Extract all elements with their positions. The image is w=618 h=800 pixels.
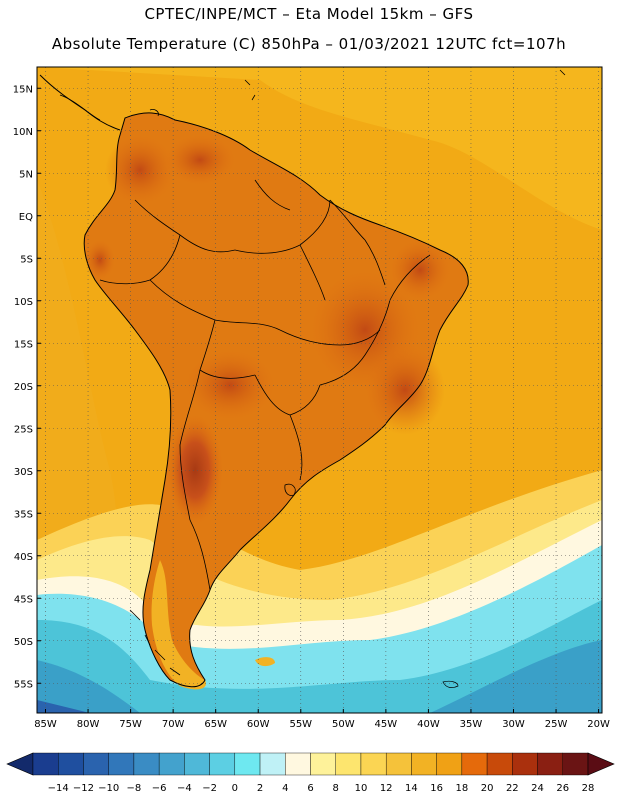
lat-label: 15N xyxy=(13,84,33,95)
lon-label: 70W xyxy=(162,719,185,730)
colorbar-cell xyxy=(58,752,84,776)
colorbar-tick-label: −10 xyxy=(98,783,119,794)
colorbar-tick-label: 26 xyxy=(556,783,569,794)
colorbar-cell xyxy=(310,752,336,776)
colorbar-tick-label: 18 xyxy=(455,783,468,794)
longitude-labels: 85W 80W 75W 70W 65W 60W 55W 50W 45W 40W 35W 30W 25W 2… xyxy=(34,709,610,730)
map-frame xyxy=(36,66,603,714)
colorbar-over-arrow xyxy=(587,752,615,776)
colorbar-cell xyxy=(385,752,412,776)
colorbar-cell xyxy=(158,752,185,776)
colorbar-tick-label: 14 xyxy=(405,783,418,794)
lon-label: 55W xyxy=(289,719,312,730)
lat-label: 20S xyxy=(14,382,33,393)
lat-label: 35S xyxy=(14,509,33,520)
lat-label: 5N xyxy=(19,169,33,180)
latitude-labels: 15N 10N 5N EQ 5S 10S 15S 20S 25S 30S 35S 40S 45S 50S 5… xyxy=(13,84,41,690)
lon-label: 20W xyxy=(587,719,610,730)
colorbar-cell xyxy=(411,752,437,776)
lon-label: 85W xyxy=(34,719,57,730)
colorbar-cell xyxy=(285,752,311,776)
colorbar-tick-label: 20 xyxy=(481,783,494,794)
lon-label: 80W xyxy=(77,719,100,730)
lon-label: 75W xyxy=(119,719,142,730)
lon-label: 40W xyxy=(417,719,440,730)
colorbar-tick-label: 6 xyxy=(307,783,313,794)
colorbar-cell xyxy=(32,752,59,776)
colorbar-cell xyxy=(335,752,362,776)
lat-label: 30S xyxy=(14,467,33,478)
hotspot-argentina xyxy=(167,415,223,525)
colorbar-tick-label: −14 xyxy=(48,783,69,794)
lat-label: EQ xyxy=(19,212,33,223)
lat-label: 40S xyxy=(14,552,33,563)
colorbar-tick-label: 16 xyxy=(430,783,443,794)
lat-label: 5S xyxy=(20,254,33,265)
colorbar-cell xyxy=(486,752,513,776)
colorbar-cell xyxy=(133,752,160,776)
lat-label: 45S xyxy=(14,594,33,605)
lon-label: 35W xyxy=(460,719,483,730)
south-america-landmass xyxy=(84,112,469,687)
lat-label: 10S xyxy=(14,297,33,308)
lon-label: 60W xyxy=(247,719,270,730)
map-field xyxy=(37,67,602,713)
colorbar-cell xyxy=(259,752,286,776)
colorbar-cell xyxy=(108,752,135,776)
colorbar-cell xyxy=(436,752,463,776)
colorbar-tick-label: −2 xyxy=(202,783,217,794)
colorbar-tick-label: 2 xyxy=(257,783,263,794)
colorbar-tick-label: 12 xyxy=(380,783,393,794)
colorbar-tick-label: 8 xyxy=(333,783,339,794)
colorbar-tick-label: 24 xyxy=(531,783,544,794)
lat-label: 25S xyxy=(14,424,33,435)
lon-label: 45W xyxy=(375,719,398,730)
colorbar-cell xyxy=(83,752,109,776)
temperature-map: 15N 10N 5N EQ 5S 10S 15S 20S 25S 30S 35S 40S 45S 50S 5… xyxy=(13,66,610,730)
colorbar-under-arrow xyxy=(6,752,34,776)
lat-label: 15S xyxy=(14,339,33,350)
chart-title: CPTEC/INPE/MCT – Eta Model 15km – GFS xyxy=(144,5,474,23)
colorbar-tick-label: −6 xyxy=(152,783,167,794)
chart-subtitle: Absolute Temperature (C) 850hPa – 01/03/… xyxy=(51,35,567,53)
colorbar-cell xyxy=(537,752,563,776)
lat-label: 50S xyxy=(14,637,33,648)
colorbar-tick-label: 10 xyxy=(355,783,368,794)
colorbar: −14 −12 −10 −8 −6 −4 −2 0 2 4 6 8 10 12 14 16 18 20 22 24 26… xyxy=(6,752,615,794)
colorbar-cell xyxy=(209,752,236,776)
colorbar-cell xyxy=(360,752,387,776)
colorbar-tick-label: −4 xyxy=(177,783,192,794)
colorbar-cell xyxy=(234,752,261,776)
colorbar-cell xyxy=(562,752,589,776)
lon-label: 65W xyxy=(204,719,227,730)
lon-label: 30W xyxy=(502,719,525,730)
lat-label: 10N xyxy=(13,127,33,138)
coastline xyxy=(83,112,469,688)
colorbar-cell xyxy=(461,752,488,776)
lon-label: 50W xyxy=(332,719,355,730)
colorbar-tick-label: −12 xyxy=(73,783,94,794)
colorbar-cell xyxy=(184,752,210,776)
colorbar-tick-label: 28 xyxy=(582,783,595,794)
colorbar-tick-label: −8 xyxy=(127,783,142,794)
colorbar-tick-label: 0 xyxy=(232,783,238,794)
colorbar-cell xyxy=(512,752,538,776)
country-borders xyxy=(99,179,431,591)
colorbar-tick-label: 22 xyxy=(506,783,519,794)
lon-label: 25W xyxy=(545,719,568,730)
colorbar-tick-label: 4 xyxy=(282,783,288,794)
lat-label: 55S xyxy=(14,679,33,690)
